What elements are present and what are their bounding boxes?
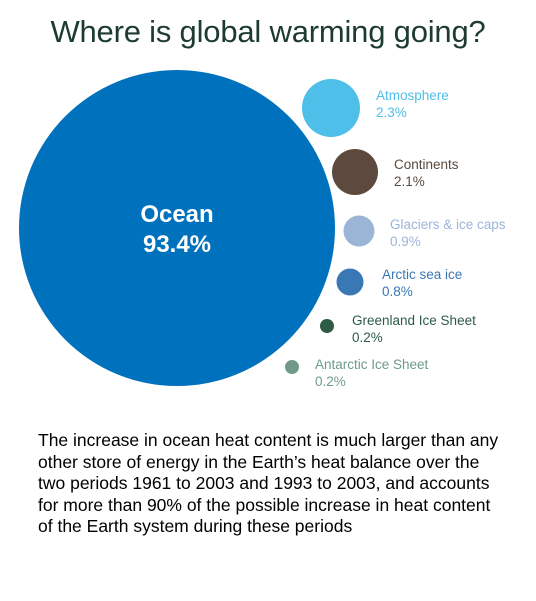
label-continents: Continents xyxy=(394,157,459,172)
label-arctic-sea-ice: Arctic sea ice xyxy=(382,267,462,282)
value-label-antarctic-ice-sheet: 0.2% xyxy=(315,374,346,389)
value-label-atmosphere: 2.3% xyxy=(376,105,407,120)
bubble-glaciers-and-ice-caps xyxy=(343,215,375,247)
caption-text: The increase in ocean heat content is mu… xyxy=(38,430,499,536)
label-glaciers-and-ice-caps: Glaciers & ice caps xyxy=(390,217,506,232)
label-greenland-ice-sheet: Greenland Ice Sheet xyxy=(352,313,476,328)
bubble-antarctic-ice-sheet xyxy=(285,360,299,374)
value-label-greenland-ice-sheet: 0.2% xyxy=(352,330,383,345)
bubble-atmosphere xyxy=(302,79,360,137)
label-ocean: Ocean xyxy=(140,201,213,228)
label-antarctic-ice-sheet: Antarctic Ice Sheet xyxy=(315,357,429,372)
chart-title: Where is global warming going? xyxy=(50,14,486,49)
value-label-ocean: 93.4% xyxy=(143,231,211,258)
value-label-glaciers-and-ice-caps: 0.9% xyxy=(390,234,421,249)
label-atmosphere: Atmosphere xyxy=(376,88,449,103)
bubble-ocean xyxy=(19,70,335,386)
bubble-arctic-sea-ice xyxy=(336,268,364,296)
bubble-continents xyxy=(332,149,378,195)
bubble-greenland-ice-sheet xyxy=(320,319,334,333)
value-label-arctic-sea-ice: 0.8% xyxy=(382,284,413,299)
value-label-continents: 2.1% xyxy=(394,174,425,189)
